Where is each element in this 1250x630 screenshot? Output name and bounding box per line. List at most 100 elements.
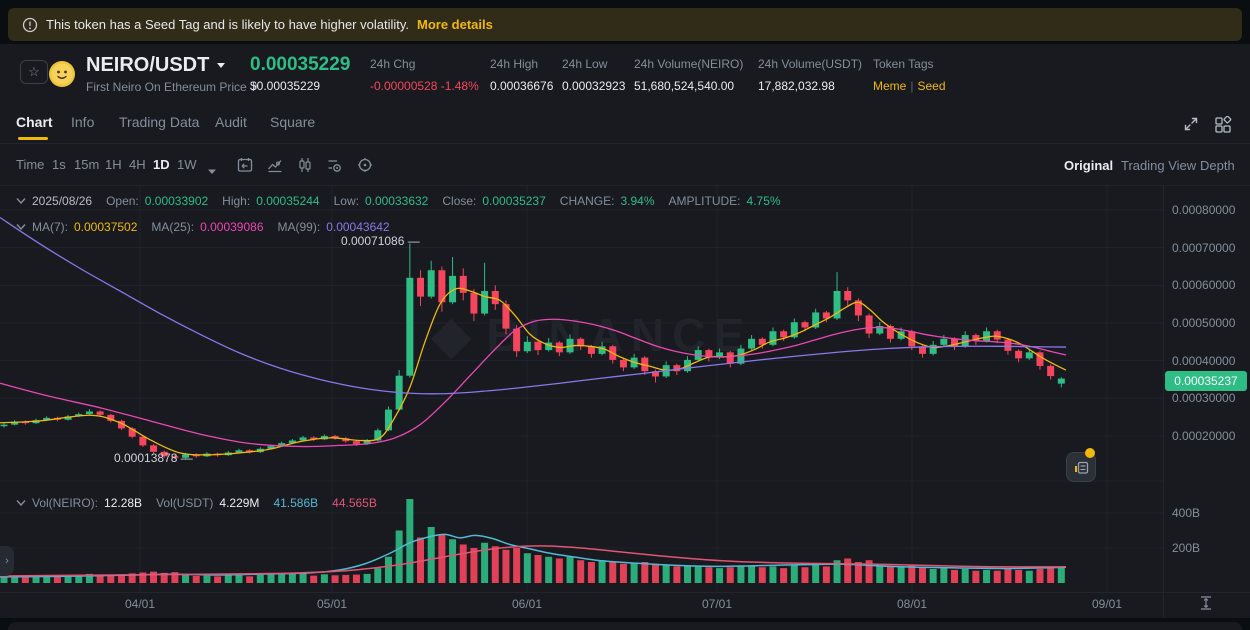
caret-down-icon	[208, 169, 216, 174]
interval-1h[interactable]: 1H	[105, 157, 122, 172]
external-link-icon: ↗	[250, 82, 260, 94]
price-axis-label: 0.00030000	[1172, 391, 1236, 406]
chevron-down-icon	[217, 63, 226, 68]
grid-layout-icon	[1215, 115, 1232, 133]
tab-chart[interactable]: Chart	[16, 114, 53, 130]
time-axis-label: 05/01	[316, 597, 348, 611]
mode-original[interactable]: Original	[1064, 158, 1114, 173]
time-axis-label: 09/01	[1091, 597, 1123, 611]
tab-info[interactable]: Info	[71, 114, 95, 130]
interval-15m[interactable]: 15m	[74, 157, 100, 172]
interval-1w[interactable]: 1W	[177, 157, 197, 172]
current-price-badge: 0.00035237	[1165, 371, 1247, 391]
price-axis-label: 0.00070000	[1172, 240, 1236, 255]
vol-neiro-value: 12.28B	[104, 496, 143, 510]
indicator-settings-icon	[328, 160, 341, 172]
chart-canvas[interactable]	[0, 186, 1163, 592]
active-tab-indicator	[18, 137, 48, 140]
ohlc-amplitude: 4.75%	[746, 194, 781, 208]
stat-token-tags: Token Tags Meme | Seed	[873, 57, 946, 93]
time-axis-label: 04/01	[124, 597, 156, 611]
chevron-right-icon: ›	[5, 555, 9, 567]
pair-selector[interactable]: NEIRO/USDT	[86, 54, 226, 77]
last-price: 0.00035229	[250, 54, 351, 75]
volume-axis-label: 400B	[1172, 506, 1201, 520]
ohlc-low: 0.00033632	[364, 194, 429, 208]
tab-trading-data[interactable]: Trading Data	[119, 114, 200, 130]
time-axis-label: 08/01	[896, 597, 928, 611]
ma-lines-layer	[0, 216, 1067, 578]
interval-1s[interactable]: 1s	[52, 157, 66, 172]
ohlc-open: 0.00033902	[144, 194, 209, 208]
favorite-button[interactable]: ☆	[20, 60, 48, 84]
binance-logo-icon: ◆	[432, 307, 471, 363]
token-fullname-link[interactable]: First Neiro On Ethereum Price ↗	[86, 80, 260, 94]
interval-4h[interactable]: 4H	[129, 157, 146, 172]
high-price-annotation: 0.00071086 —	[341, 234, 420, 248]
stat-24h-volume-usdt: 24h Volume(USDT) 17,882,032.98	[758, 57, 863, 93]
date-range-button[interactable]	[237, 157, 253, 178]
candles-layer	[0, 243, 1065, 460]
expand-icon	[1184, 117, 1198, 131]
divider	[0, 143, 1250, 144]
star-icon: ☆	[28, 64, 40, 79]
collapse-caret-icon[interactable]	[16, 224, 26, 230]
notification-dot	[1085, 448, 1095, 458]
token-logo	[49, 61, 75, 87]
chart-style-button[interactable]	[267, 157, 283, 178]
volume-legend: Vol(NEIRO): 12.28B Vol(USDT) 4.229M 41.586…	[16, 496, 377, 510]
volume-bars-layer	[0, 499, 1065, 583]
price-axis-border	[1163, 186, 1164, 618]
time-axis-label: 07/01	[701, 597, 733, 611]
candlestick-style-button[interactable]	[297, 157, 313, 178]
tab-audit[interactable]: Audit	[215, 114, 247, 130]
price-axis-label: 0.00060000	[1172, 278, 1236, 293]
pair-name: NEIRO/USDT	[86, 54, 210, 76]
grid-layer	[0, 186, 1163, 592]
ohlc-legend: 2025/08/26 Open: 0.00033902 High: 0.000352…	[16, 194, 781, 208]
vol-ma2-value: 44.565B	[332, 496, 377, 510]
interval-1d[interactable]: 1D	[153, 157, 170, 172]
vol-usdt-value: 4.229M	[219, 496, 260, 510]
stat-24h-volume-neiro: 24h Volume(NEIRO) 51,680,524,540.00	[634, 57, 744, 93]
ma7-value: 0.00037502	[74, 220, 138, 234]
mode-depth[interactable]: Depth	[1200, 158, 1235, 173]
chart-settings-button[interactable]	[357, 157, 373, 178]
vertical-scale-icon	[1201, 596, 1211, 610]
banner-text: This token has a Seed Tag and is likely …	[46, 17, 410, 32]
orderbook-widget-button[interactable]	[1066, 452, 1096, 482]
tag-seed[interactable]: Seed	[917, 79, 946, 93]
indicators-button[interactable]	[327, 157, 343, 178]
fullscreen-button[interactable]	[1183, 116, 1199, 137]
stat-24h-chg: 24h Chg -0.00000528 -1.48%	[370, 57, 479, 93]
interval-dropdown[interactable]	[207, 162, 217, 180]
stat-24h-low: 24h Low 0.00032923	[562, 57, 626, 93]
calendar-icon	[237, 158, 253, 172]
document-icon	[1074, 461, 1088, 474]
price-axis-label: 0.00080000	[1172, 203, 1236, 217]
ma25-value: 0.00039086	[200, 220, 264, 234]
mode-trading-view[interactable]: Trading View	[1121, 158, 1197, 173]
ohlc-date: 2025/08/26	[32, 194, 93, 208]
tab-square[interactable]: Square	[270, 114, 316, 130]
seed-tag-banner: This token has a Seed Tag and is likely …	[8, 8, 1242, 41]
price-axis-label: 0.00040000	[1172, 353, 1236, 368]
expand-side-panel-handle[interactable]: ›	[0, 546, 14, 576]
divider	[0, 185, 1250, 186]
axis-scale-button[interactable]	[1198, 595, 1214, 611]
info-icon	[22, 17, 38, 32]
time-axis-label: 06/01	[511, 597, 543, 611]
low-price-annotation: 0.00013878 —	[114, 451, 193, 465]
time-label: Time	[16, 157, 45, 172]
layout-button[interactable]	[1214, 115, 1232, 139]
collapse-caret-icon[interactable]	[16, 198, 26, 204]
volume-axis-label: 200B	[1172, 541, 1201, 555]
candlestick-icon	[299, 158, 311, 172]
line-chart-icon	[268, 160, 282, 173]
ma-legend: MA(7): 0.00037502 MA(25): 0.00039086 MA(99…	[16, 220, 390, 234]
collapse-caret-icon[interactable]	[16, 500, 26, 506]
ohlc-high: 0.00035244	[256, 194, 320, 208]
more-details-link[interactable]: More details	[417, 17, 493, 32]
tag-meme[interactable]: Meme	[873, 79, 907, 93]
